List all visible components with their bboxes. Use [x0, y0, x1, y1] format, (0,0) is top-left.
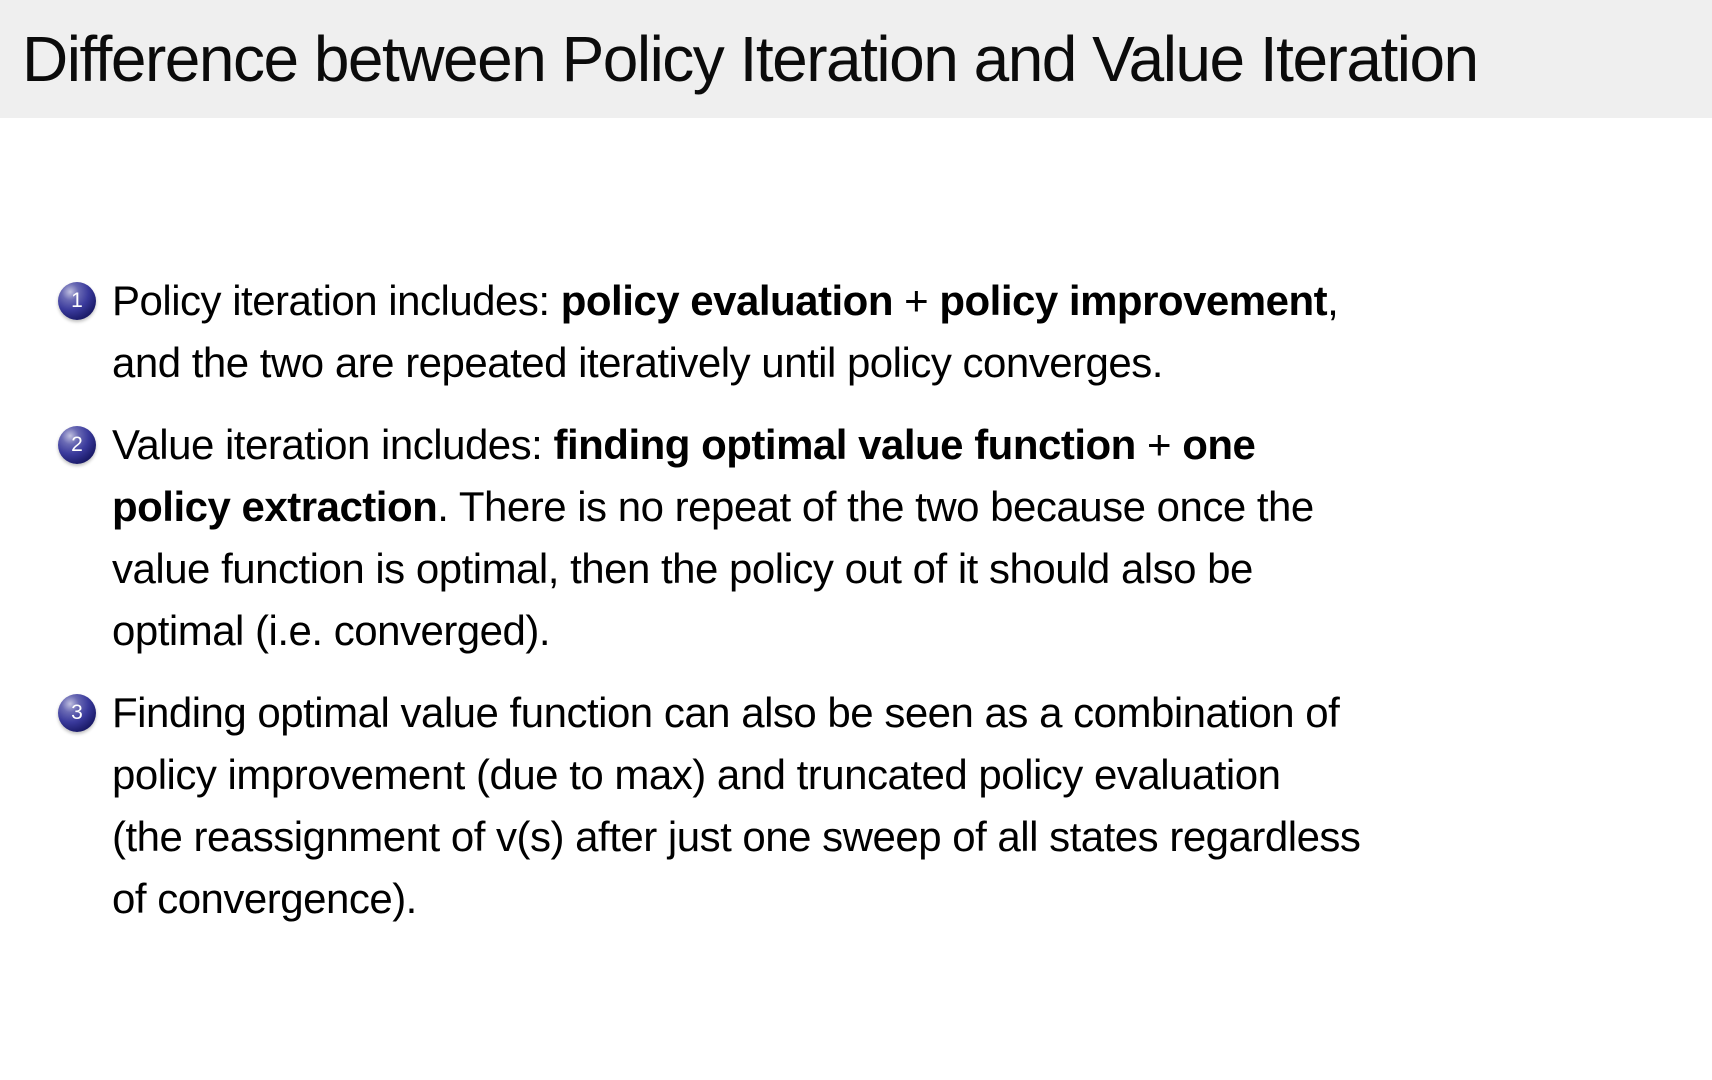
item-number-badge: 2 — [58, 426, 96, 464]
list-item: 1 Policy iteration includes: policy evalu… — [58, 270, 1578, 394]
item-text: Value iteration includes: finding optima… — [112, 421, 1314, 654]
item-text: Policy iteration includes: policy evalua… — [112, 277, 1339, 386]
list-item: 3 Finding optimal value function can also… — [58, 682, 1578, 930]
list-item: 2 Value iteration includes: finding optim… — [58, 414, 1578, 662]
item-number-badge: 3 — [58, 694, 96, 732]
item-text: Finding optimal value function can also … — [112, 689, 1361, 922]
item-number-badge: 1 — [58, 282, 96, 320]
slide-title: Difference between Policy Iteration and … — [22, 23, 1479, 95]
bullet-list: 1 Policy iteration includes: policy evalu… — [58, 270, 1712, 930]
slide-title-bar: Difference between Policy Iteration and … — [0, 0, 1712, 118]
slide-body: 1 Policy iteration includes: policy evalu… — [0, 118, 1712, 930]
